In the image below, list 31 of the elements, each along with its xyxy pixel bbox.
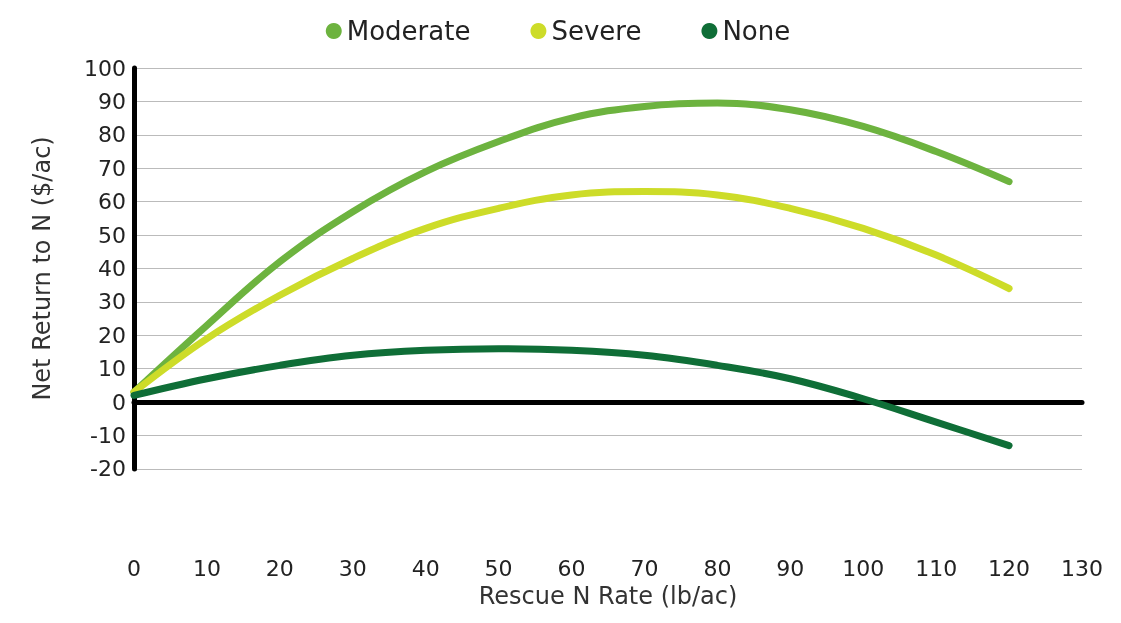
y-tick-label: 90 bbox=[98, 88, 126, 114]
y-axis-title: Net Return to N ($/ac) bbox=[28, 136, 56, 401]
y-tick-label: 40 bbox=[98, 255, 126, 281]
x-tick-label: 60 bbox=[557, 555, 586, 581]
x-tick-label: 70 bbox=[630, 555, 659, 581]
x-tick-label: 10 bbox=[192, 555, 221, 581]
y-tick-label: 30 bbox=[98, 289, 126, 315]
y-tick-label: 100 bbox=[84, 55, 126, 81]
x-tick-label: 90 bbox=[776, 555, 805, 581]
x-tick-label: 120 bbox=[988, 555, 1031, 581]
y-tick-label: -10 bbox=[90, 423, 126, 449]
x-tick-label: 50 bbox=[484, 555, 513, 581]
x-tick-label: 80 bbox=[703, 555, 732, 581]
x-tick-label: 30 bbox=[338, 555, 367, 581]
x-tick-label: 110 bbox=[915, 555, 958, 581]
x-tick-label: 40 bbox=[411, 555, 440, 581]
y-tick-label: -20 bbox=[90, 456, 126, 482]
x-tick-label: 20 bbox=[265, 555, 294, 581]
y-tick-label: 60 bbox=[98, 189, 126, 215]
y-tick-label: 10 bbox=[98, 356, 126, 382]
x-tick-label: 130 bbox=[1061, 555, 1103, 581]
y-tick-label: 50 bbox=[98, 222, 126, 248]
legend-label: Moderate bbox=[346, 16, 471, 46]
legend-label: Severe bbox=[551, 16, 642, 46]
y-tick-label: 0 bbox=[112, 389, 126, 415]
y-tick-label: 80 bbox=[98, 122, 126, 148]
x-axis-title: Rescue N Rate (lb/ac) bbox=[478, 582, 738, 610]
legend-label: None bbox=[722, 16, 791, 46]
y-tick-label: 20 bbox=[98, 322, 126, 348]
y-tick-label: 70 bbox=[98, 155, 126, 181]
x-tick-label: 100 bbox=[842, 555, 885, 581]
